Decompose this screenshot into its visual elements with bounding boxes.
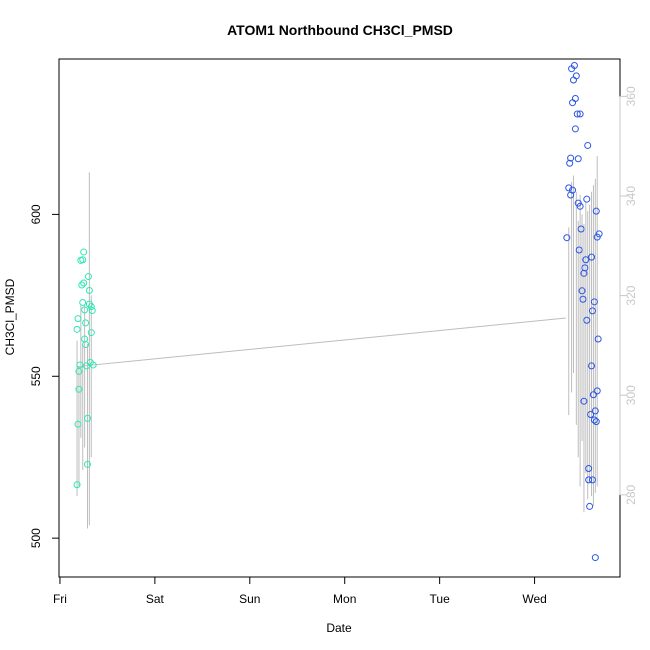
data-point-series1 <box>80 248 88 256</box>
data-point-series2 <box>580 397 588 405</box>
data-point-series1 <box>82 319 90 327</box>
data-point-series2 <box>588 253 596 261</box>
data-point-series1 <box>83 362 91 370</box>
axes: Fri Sat Sun Mon Tue Wed 500 550 600 280 300 320 340 3… <box>29 86 638 606</box>
x-tick-label: Tue <box>430 592 451 606</box>
data-point-series1 <box>82 341 90 349</box>
data-point-series2 <box>591 554 599 562</box>
data-point-series2 <box>592 207 600 215</box>
data-point-series2 <box>577 225 585 233</box>
x-tick-label: Mon <box>333 592 356 606</box>
data-point-series1 <box>76 361 84 369</box>
data-point-series1 <box>74 420 82 428</box>
y-tick-label: 600 <box>29 204 43 224</box>
y-tick-label: 550 <box>29 366 43 386</box>
data-point-series2 <box>588 362 596 370</box>
data-point-series1 <box>79 298 87 306</box>
data-point-series1 <box>80 279 88 287</box>
data-point-series1 <box>88 307 96 315</box>
data-point-series2 <box>570 61 578 69</box>
data-point-series2 <box>591 407 599 415</box>
data-point-series2 <box>583 195 591 203</box>
data-point-series2 <box>587 410 595 418</box>
y2-tick-label: 320 <box>624 285 638 305</box>
data-point-series1 <box>78 281 86 289</box>
data-point-series2 <box>578 287 586 295</box>
data-point-series2 <box>573 110 581 118</box>
x-axis-label: Date <box>326 621 352 635</box>
y-axis-label: CH3Cl_PMSD <box>3 278 17 355</box>
data-point-series2 <box>565 184 573 192</box>
data-point-series2 <box>579 295 587 303</box>
data-point-series1 <box>85 286 93 294</box>
data-point-series2 <box>588 476 596 484</box>
data-point-series2 <box>572 72 580 80</box>
x-tick-label: Fri <box>53 592 67 606</box>
y2-tick-label: 280 <box>624 484 638 504</box>
data-point-series2 <box>594 335 602 343</box>
chart-title: ATOM1 Northbound CH3Cl_PMSD <box>227 22 453 38</box>
data-point-series2 <box>566 159 574 167</box>
data-point-series1 <box>83 460 91 468</box>
data-point-series2 <box>567 154 575 162</box>
data-point-series2 <box>575 246 583 254</box>
y2-tick-label: 340 <box>624 186 638 206</box>
data-point-series1 <box>83 414 91 422</box>
data-point-series1 <box>75 385 83 393</box>
data-point-series1 <box>87 329 95 337</box>
data-point-series2 <box>592 418 600 426</box>
data-point-series1 <box>73 481 81 489</box>
data-point-series1 <box>74 315 82 323</box>
data-point-series2 <box>581 264 589 272</box>
data-point-series2 <box>584 141 592 149</box>
data-point-series2 <box>576 202 584 210</box>
data-point-series2 <box>574 155 582 163</box>
y2-tick-label: 300 <box>624 385 638 405</box>
data-point-series2 <box>595 230 603 238</box>
data-point-series2 <box>569 186 577 194</box>
data-point-series2 <box>582 256 590 264</box>
data-point-series2 <box>593 387 601 395</box>
data-point-series1 <box>89 361 97 369</box>
data-point-series2 <box>576 110 584 118</box>
data-point-series2 <box>571 125 579 133</box>
data-point-series1 <box>81 306 89 314</box>
y2-tick-label: 360 <box>624 86 638 106</box>
data-point-series2 <box>585 465 593 473</box>
x-tick-label: Wed <box>522 592 546 606</box>
data-point-series2 <box>586 502 594 510</box>
data-point-series2 <box>588 307 596 315</box>
x-tick-label: Sun <box>239 592 260 606</box>
data-point-series1 <box>73 325 81 333</box>
trace-line <box>76 317 566 368</box>
data-point-series2 <box>590 416 598 424</box>
data-point-series2 <box>583 316 591 324</box>
plot-marks <box>73 61 603 562</box>
data-point-series2 <box>589 391 597 399</box>
x-tick-label: Sat <box>146 592 165 606</box>
data-point-series2 <box>571 94 579 102</box>
data-point-series1 <box>84 273 92 281</box>
data-point-series1 <box>75 367 83 375</box>
data-point-series2 <box>590 298 598 306</box>
data-point-series1 <box>87 303 95 311</box>
data-point-series2 <box>563 234 571 242</box>
y-tick-label: 500 <box>29 528 43 548</box>
data-point-series1 <box>79 256 87 264</box>
data-point-series2 <box>585 476 593 484</box>
